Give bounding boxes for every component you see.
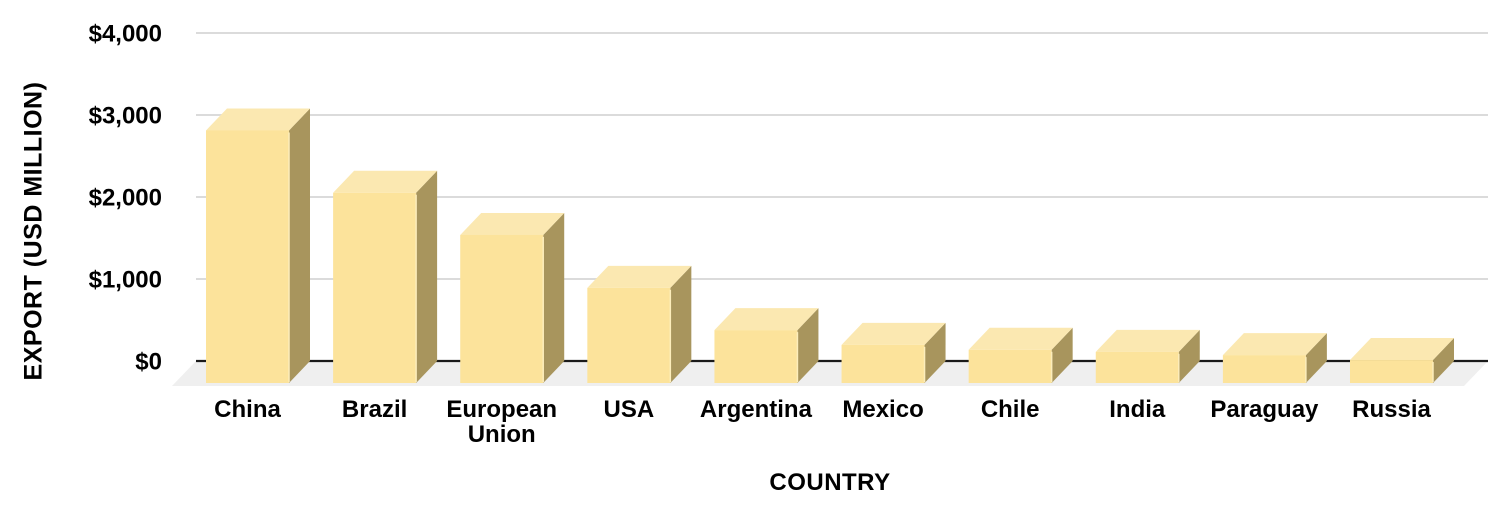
- x-category-label: Chile: [981, 396, 1040, 423]
- x-category-label: India: [1109, 396, 1166, 423]
- bar-front-face: [1222, 355, 1306, 383]
- bar-front-face: [1349, 360, 1433, 383]
- x-category-label: Argentina: [700, 396, 813, 423]
- bar-side-face: [924, 322, 946, 383]
- bar-front-face: [333, 192, 417, 383]
- bar-side-face: [543, 212, 565, 383]
- bar-side-face: [1051, 327, 1073, 383]
- bar-front-face: [1095, 351, 1179, 383]
- y-tick-label: $4,000: [89, 21, 162, 48]
- bar-chile: [968, 327, 1073, 383]
- x-category-label: China: [214, 396, 281, 423]
- x-category-label: USA: [603, 396, 654, 423]
- bar-top-face: [206, 108, 310, 131]
- bar-top-face: [841, 322, 946, 345]
- bar-argentina: [714, 308, 819, 383]
- bar-top-face: [1095, 329, 1200, 352]
- bar-side-face: [670, 265, 692, 383]
- bar-top-face: [714, 308, 819, 331]
- bar-side-face: [289, 108, 310, 383]
- bar-top-face: [460, 212, 565, 235]
- bar-side-face: [1178, 329, 1200, 383]
- bar-russia: [1349, 338, 1454, 383]
- bar-front-face: [968, 349, 1052, 383]
- x-category-label: Paraguay: [1210, 396, 1319, 423]
- x-category-label: Brazil: [342, 396, 407, 423]
- bar-top-face: [1222, 333, 1327, 356]
- bar-top-face: [968, 327, 1073, 350]
- bar-side-face: [1305, 333, 1327, 383]
- bar-mexico: [841, 322, 946, 383]
- y-tick-label: $2,000: [89, 185, 162, 212]
- y-tick-label: $0: [135, 349, 162, 376]
- bar-top-face: [1349, 338, 1454, 361]
- bar-front-face: [206, 130, 289, 383]
- bar-top-face: [333, 170, 438, 193]
- bar-china: [206, 108, 310, 383]
- bar-brazil: [333, 170, 438, 383]
- y-tick-label: $1,000: [89, 267, 162, 294]
- bar-side-face: [797, 308, 819, 383]
- y-tick-label: $3,000: [89, 103, 162, 130]
- bar-front-face: [841, 344, 925, 383]
- bar-side-face: [1432, 338, 1454, 383]
- bar-usa: [587, 265, 692, 383]
- x-category-label: Mexico: [842, 396, 923, 423]
- bar-side-face: [416, 170, 438, 383]
- bar-front-face: [460, 234, 544, 383]
- bar-front-face: [587, 287, 671, 383]
- y-axis-title: EXPORT (USD MILLION): [19, 81, 48, 381]
- bar-paraguay: [1222, 333, 1327, 383]
- bar-india: [1095, 329, 1200, 383]
- bar-top-face: [587, 265, 692, 288]
- x-category-label: Russia: [1352, 396, 1431, 423]
- x-axis-title: COUNTRY: [769, 469, 891, 496]
- bar-european-union: [460, 212, 565, 383]
- bar-front-face: [714, 330, 798, 383]
- x-category-label: European Union: [446, 396, 557, 448]
